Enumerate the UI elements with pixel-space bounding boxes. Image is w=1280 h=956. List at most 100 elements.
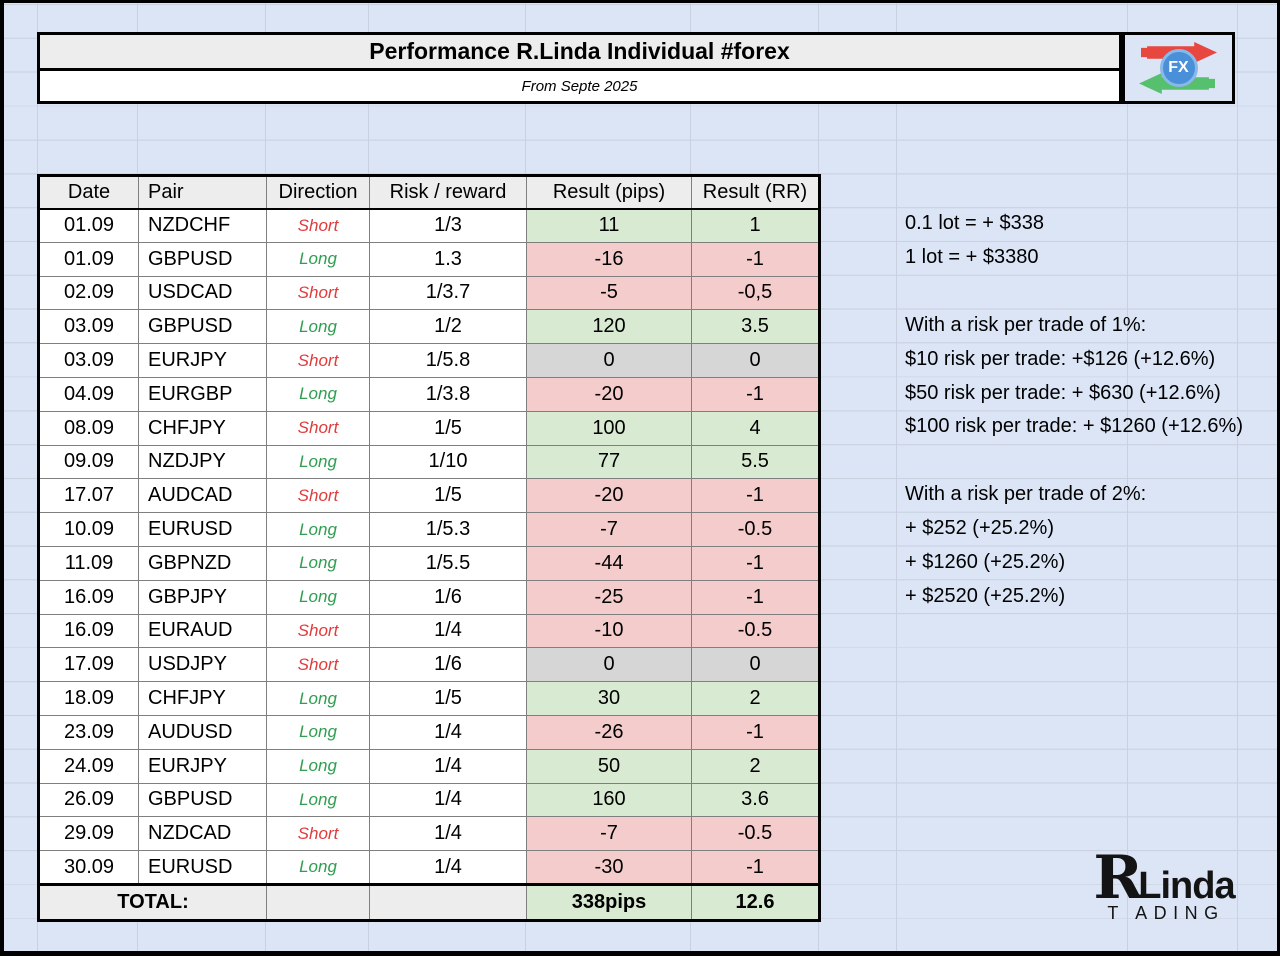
cell-dir[interactable]: Long: [266, 444, 370, 480]
cell-dir[interactable]: Long: [266, 782, 370, 818]
cell-pair[interactable]: EURUSD: [138, 850, 267, 885]
cell-dir[interactable]: Long: [266, 579, 370, 615]
cell-pips[interactable]: 160: [526, 782, 692, 818]
cell-pips[interactable]: 100: [526, 410, 692, 446]
cell-risk[interactable]: 1/4: [369, 850, 527, 885]
cell-dir[interactable]: Long: [266, 241, 370, 277]
cell-rr[interactable]: -1: [691, 478, 820, 514]
cell-risk[interactable]: 1/2: [369, 309, 527, 345]
cell-pair[interactable]: USDJPY: [138, 647, 267, 683]
cell-risk[interactable]: 1/5: [369, 410, 527, 446]
column-header-result-pips[interactable]: Result (pips): [526, 175, 692, 210]
cell-risk[interactable]: 1/6: [369, 579, 527, 615]
cell-date[interactable]: 23.09: [38, 714, 139, 750]
cell-dir[interactable]: Long: [266, 850, 370, 885]
cell-pair[interactable]: CHFJPY: [138, 681, 267, 716]
cell-date[interactable]: 10.09: [38, 512, 139, 547]
cell-rr[interactable]: -1: [691, 850, 820, 885]
note-line[interactable]: With a risk per trade of 2%:: [905, 483, 1147, 506]
cell-date[interactable]: 29.09: [38, 816, 139, 852]
cell-date[interactable]: 08.09: [38, 410, 139, 446]
note-line[interactable]: + $1260 (+25.2%): [905, 550, 1066, 573]
note-line[interactable]: With a risk per trade of 1%:: [905, 313, 1147, 336]
cell-pips[interactable]: -7: [526, 512, 692, 547]
cell-rr[interactable]: 2: [691, 681, 820, 716]
cell-risk[interactable]: 1/5.3: [369, 512, 527, 547]
cell-pair[interactable]: EURAUD: [138, 613, 267, 649]
total-rr-cell[interactable]: 12.6: [691, 882, 820, 921]
column-header-result-rr[interactable]: Result (RR): [691, 175, 820, 210]
total-direction-cell[interactable]: [266, 882, 370, 921]
cell-date[interactable]: 01.09: [38, 208, 139, 243]
note-line[interactable]: $100 risk per trade: + $1260 (+12.6%): [905, 415, 1243, 438]
cell-date[interactable]: 09.09: [38, 444, 139, 480]
cell-pair[interactable]: NZDCAD: [138, 816, 267, 852]
cell-risk[interactable]: 1/5: [369, 681, 527, 716]
cell-rr[interactable]: 0: [691, 647, 820, 683]
cell-risk[interactable]: 1/3.7: [369, 275, 527, 311]
cell-dir[interactable]: Long: [266, 681, 370, 716]
cell-date[interactable]: 03.09: [38, 309, 139, 345]
cell-rr[interactable]: 2: [691, 748, 820, 784]
cell-dir[interactable]: Long: [266, 309, 370, 345]
cell-rr[interactable]: 4: [691, 410, 820, 446]
column-header-direction[interactable]: Direction: [266, 175, 370, 210]
cell-pair[interactable]: EURJPY: [138, 748, 267, 784]
cell-pair[interactable]: NZDCHF: [138, 208, 267, 243]
cell-rr[interactable]: 3.6: [691, 782, 820, 818]
cell-rr[interactable]: 1: [691, 208, 820, 243]
cell-risk[interactable]: 1/6: [369, 647, 527, 683]
cell-rr[interactable]: 3.5: [691, 309, 820, 345]
cell-pips[interactable]: -16: [526, 241, 692, 277]
cell-pair[interactable]: AUDUSD: [138, 714, 267, 750]
cell-pair[interactable]: USDCAD: [138, 275, 267, 311]
note-line[interactable]: + $252 (+25.2%): [905, 517, 1054, 540]
column-header-date[interactable]: Date: [38, 175, 139, 210]
cell-pair[interactable]: GBPUSD: [138, 309, 267, 345]
cell-risk[interactable]: 1/4: [369, 613, 527, 649]
total-pips-cell[interactable]: 338pips: [526, 882, 692, 921]
cell-date[interactable]: 18.09: [38, 681, 139, 716]
cell-date[interactable]: 26.09: [38, 782, 139, 818]
cell-pips[interactable]: 0: [526, 647, 692, 683]
cell-dir[interactable]: Long: [266, 545, 370, 581]
cell-date[interactable]: 11.09: [38, 545, 139, 581]
cell-pair[interactable]: AUDCAD: [138, 478, 267, 514]
cell-pair[interactable]: CHFJPY: [138, 410, 267, 446]
cell-dir[interactable]: Long: [266, 748, 370, 784]
cell-date[interactable]: 17.07: [38, 478, 139, 514]
cell-dir[interactable]: Short: [266, 613, 370, 649]
cell-risk[interactable]: 1/4: [369, 782, 527, 818]
cell-pair[interactable]: EURUSD: [138, 512, 267, 547]
cell-risk[interactable]: 1/4: [369, 816, 527, 852]
cell-date[interactable]: 16.09: [38, 579, 139, 615]
total-risk-cell[interactable]: [369, 882, 527, 921]
cell-rr[interactable]: -0.5: [691, 613, 820, 649]
cell-date[interactable]: 17.09: [38, 647, 139, 683]
cell-dir[interactable]: Short: [266, 410, 370, 446]
cell-pair[interactable]: GBPUSD: [138, 241, 267, 277]
cell-date[interactable]: 04.09: [38, 376, 139, 412]
cell-dir[interactable]: Short: [266, 478, 370, 514]
cell-rr[interactable]: -0,5: [691, 275, 820, 311]
note-line[interactable]: 0.1 lot = + $338: [905, 212, 1045, 235]
note-line[interactable]: $50 risk per trade: + $630 (+12.6%): [905, 381, 1221, 404]
cell-rr[interactable]: -1: [691, 714, 820, 750]
cell-risk[interactable]: 1.3: [369, 241, 527, 277]
cell-date[interactable]: 16.09: [38, 613, 139, 649]
column-header-pair[interactable]: Pair: [138, 175, 267, 210]
cell-pips[interactable]: 50: [526, 748, 692, 784]
cell-risk[interactable]: 1/3.8: [369, 376, 527, 412]
cell-pips[interactable]: 30: [526, 681, 692, 716]
cell-rr[interactable]: -0.5: [691, 512, 820, 547]
cell-pips[interactable]: -20: [526, 376, 692, 412]
cell-rr[interactable]: -1: [691, 579, 820, 615]
cell-rr[interactable]: -0.5: [691, 816, 820, 852]
cell-rr[interactable]: 0: [691, 343, 820, 378]
cell-risk[interactable]: 1/3: [369, 208, 527, 243]
cell-pips[interactable]: 11: [526, 208, 692, 243]
cell-date[interactable]: 24.09: [38, 748, 139, 784]
column-header-risk-reward[interactable]: Risk / reward: [369, 175, 527, 210]
cell-pips[interactable]: 0: [526, 343, 692, 378]
cell-rr[interactable]: -1: [691, 545, 820, 581]
